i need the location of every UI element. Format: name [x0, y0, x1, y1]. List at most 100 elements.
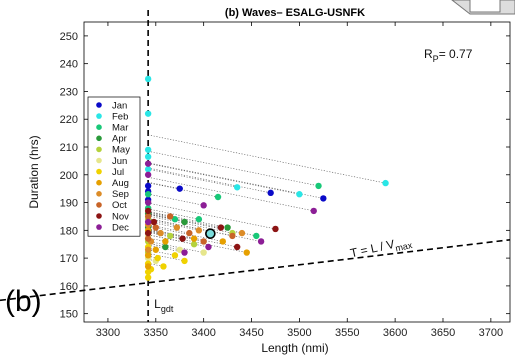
point-nov — [179, 235, 186, 242]
lgdt-annotation: Lgdt — [154, 297, 174, 314]
point-mar — [214, 193, 222, 201]
connector-line — [148, 193, 204, 206]
connector-lines — [148, 134, 386, 270]
y-tick-label: 250 — [60, 31, 78, 43]
point-aug — [219, 238, 227, 245]
point-may — [166, 232, 174, 240]
connector-line — [148, 234, 209, 248]
connector-line — [148, 181, 180, 189]
connector-line — [148, 253, 185, 262]
point-oct — [200, 238, 207, 245]
legend-marker — [96, 168, 102, 175]
equation-line — [0, 238, 511, 302]
connector-line — [148, 176, 314, 212]
highlight-point — [205, 228, 216, 239]
x-tick-label: 3450 — [239, 327, 263, 339]
point-jan — [176, 185, 183, 192]
x-tick-label: 3700 — [479, 327, 503, 339]
legend-label: Jul — [112, 167, 124, 178]
y-tick-label: 200 — [60, 170, 78, 182]
legend-label: Feb — [112, 111, 128, 122]
point-apr — [224, 224, 231, 231]
legend-marker — [96, 135, 102, 142]
connector-line — [148, 230, 161, 234]
connector-line — [148, 150, 319, 187]
connector-line — [148, 182, 219, 198]
data-points — [144, 75, 389, 281]
point-dec — [144, 199, 152, 206]
point-jul — [154, 254, 161, 262]
lgdt-letter: L — [154, 297, 161, 311]
y-axis-label: Duration (hrs) — [27, 135, 41, 208]
point-jun — [176, 246, 183, 253]
point-feb — [382, 179, 389, 187]
equation-annotation: T = L / Vmax — [349, 233, 414, 263]
point-aug — [243, 249, 250, 256]
y-tick-label: 180 — [60, 225, 78, 237]
point-nov — [144, 229, 152, 237]
point-mar — [195, 216, 203, 223]
connector-line — [148, 221, 177, 228]
point-dec — [200, 202, 207, 209]
point-aug — [144, 263, 152, 270]
point-dec — [257, 238, 265, 245]
connector-line — [148, 231, 183, 239]
legend-marker — [96, 157, 102, 164]
legend-label: Jan — [112, 100, 127, 111]
point-dec — [310, 207, 317, 215]
point-oct — [144, 235, 152, 242]
point-dec — [144, 160, 152, 167]
point-aug — [152, 246, 159, 253]
x-tick-label: 3400 — [191, 327, 215, 339]
y-tick-label: 240 — [60, 59, 78, 71]
point-jul — [171, 252, 179, 259]
legend-marker — [96, 113, 102, 119]
y-tick-label: 150 — [60, 309, 78, 321]
rp-letter: R — [424, 47, 433, 61]
point-oct — [152, 224, 159, 231]
axes: 3300 3350 3400 3450 3500 3550 3600 3650 3700 150 1… — [0, 10, 511, 339]
point-mar — [315, 182, 322, 190]
x-tick-label: 3550 — [335, 327, 359, 339]
connector-line — [148, 163, 300, 195]
point-sep — [157, 229, 164, 237]
legend-marker — [96, 124, 102, 130]
point-feb — [144, 146, 152, 153]
point-jan — [144, 182, 152, 190]
legend-label: Jun — [112, 156, 127, 167]
point-feb — [144, 110, 152, 117]
point-feb — [144, 75, 152, 83]
point-jun — [200, 249, 207, 256]
chart-title: (b) Waves– ESALG-USNFK — [225, 7, 365, 19]
connector-line — [148, 162, 324, 199]
point-nov — [217, 224, 225, 231]
point-sep — [144, 246, 152, 253]
connector-line — [148, 202, 276, 230]
point-aug — [190, 235, 198, 242]
rp-subscript: P — [433, 54, 439, 64]
point-sep — [238, 229, 246, 237]
point-mar — [171, 216, 179, 223]
point-oct — [229, 232, 236, 240]
x-tick-label: 3650 — [431, 327, 455, 339]
connector-line — [148, 249, 176, 256]
lgdt-subscript: gdt — [161, 304, 174, 314]
point-dec — [181, 249, 188, 256]
equation-subscript: max — [394, 240, 413, 254]
connector-line — [148, 211, 228, 228]
point-oct — [166, 213, 174, 220]
point-jan — [320, 195, 327, 202]
legend-label: Nov — [112, 211, 129, 222]
legend-marker — [96, 224, 102, 230]
point-sep — [173, 224, 181, 231]
plot-frame — [83, 21, 511, 323]
point-apr — [162, 243, 169, 251]
legend-marker — [96, 102, 102, 108]
connector-line — [148, 168, 238, 188]
y-tick-label: 160 — [60, 281, 78, 293]
connector-line — [148, 214, 185, 223]
point-feb — [296, 191, 303, 198]
point-feb — [144, 153, 152, 160]
